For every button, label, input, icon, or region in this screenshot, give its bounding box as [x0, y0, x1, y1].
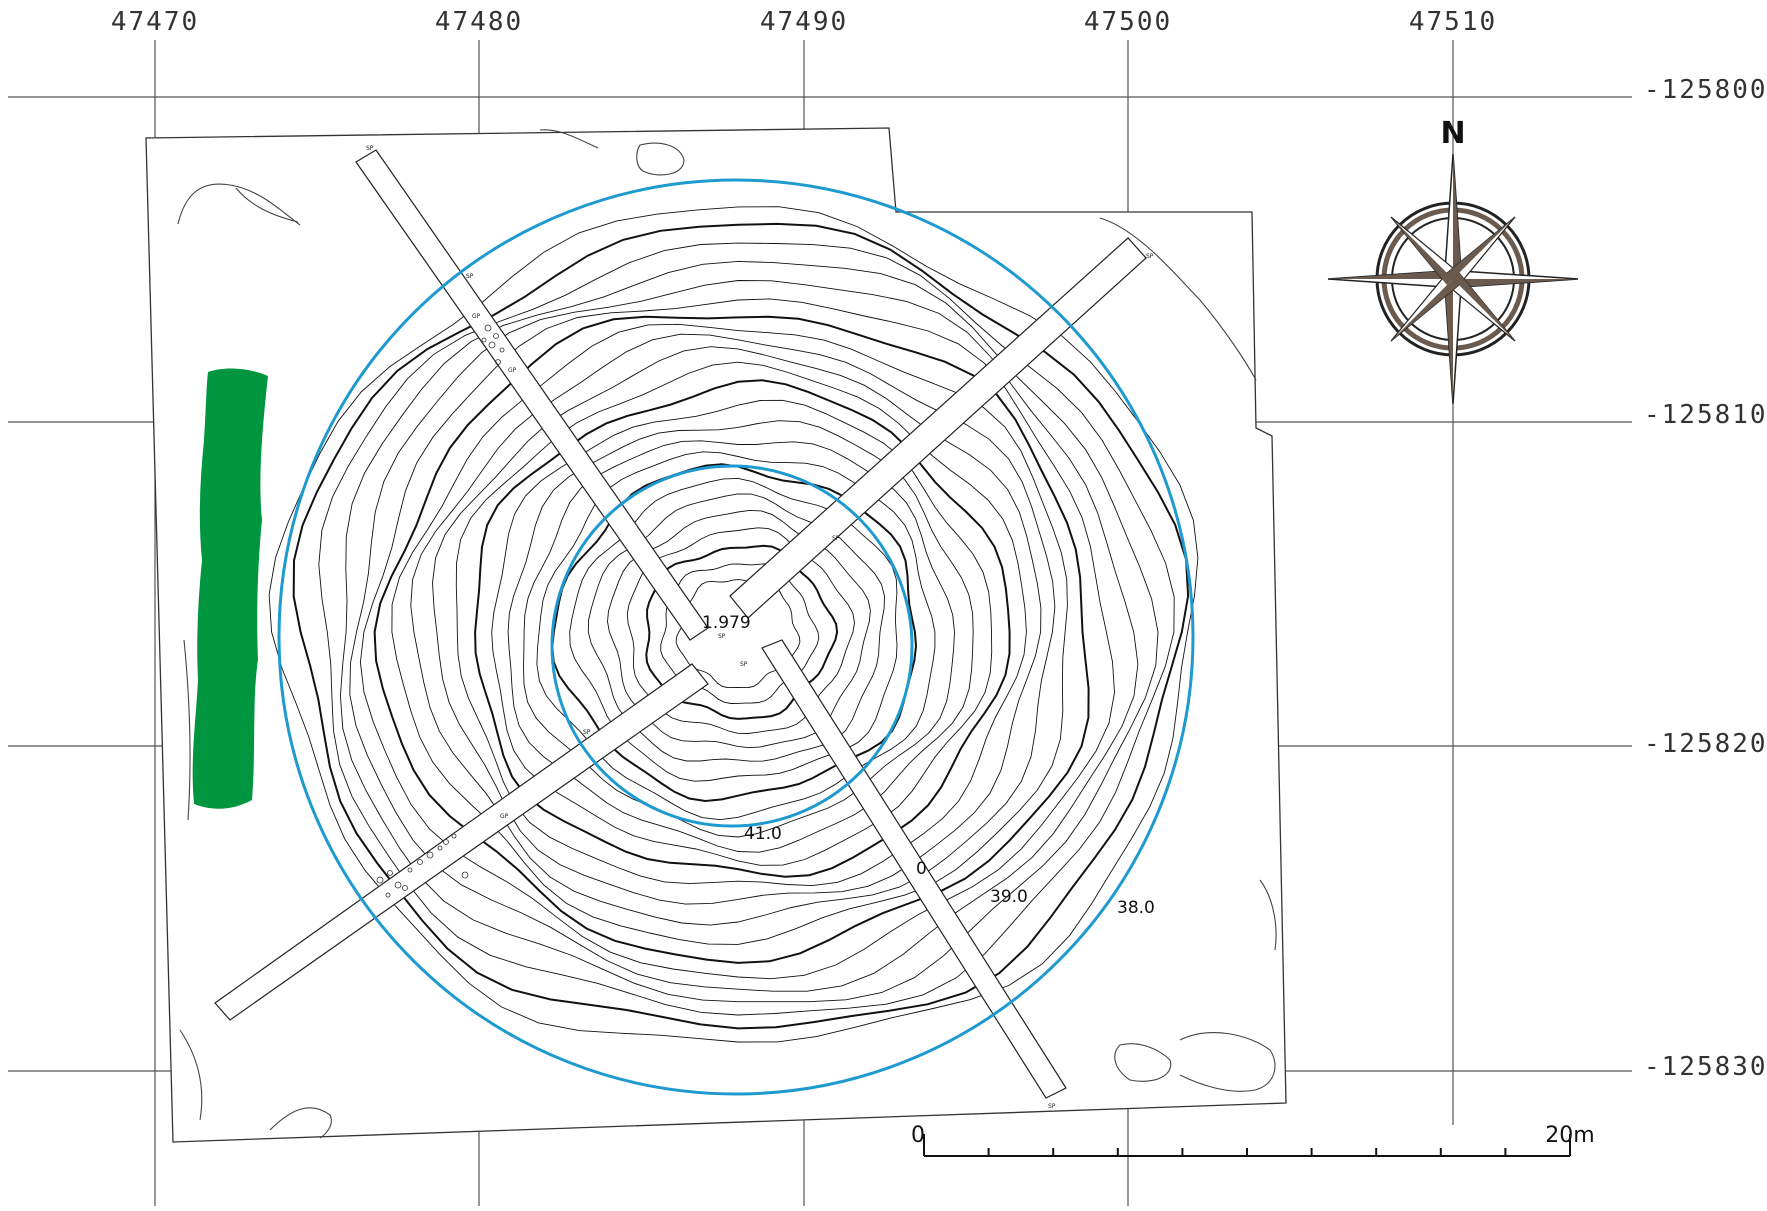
x-grid-label: 47470 — [111, 7, 199, 37]
x-grid-label: 47500 — [1084, 7, 1172, 37]
trench-southeast — [761, 639, 1067, 1099]
x-grid-label: 47480 — [435, 7, 523, 37]
y-grid-label: -125810 — [1644, 400, 1767, 430]
elevation-contours — [268, 206, 1199, 1043]
trench-marks: SP SP SP SP GP GP GP SP SP SP SP — [366, 145, 1154, 1110]
trench-mark: SP — [583, 729, 591, 736]
gravel-cluster — [376, 324, 505, 898]
trench-mark: GP — [508, 367, 517, 374]
contour-line — [268, 206, 1199, 1043]
excavation-trenches — [214, 149, 1147, 1099]
terrain-outline — [177, 129, 1277, 1139]
contour-line — [339, 260, 1159, 1003]
trench-northeast — [729, 237, 1147, 619]
contour-line — [536, 451, 936, 821]
contour-line — [410, 333, 1056, 926]
contour-line — [474, 379, 1011, 878]
contour-line — [569, 477, 898, 782]
contour-line — [432, 346, 1042, 905]
y-grid-label: -125830 — [1644, 1052, 1767, 1082]
contour-line — [587, 493, 885, 762]
contour-label: 41.0 — [744, 824, 782, 844]
outer-blue-circle — [277, 178, 1195, 1096]
contour-label: 39.0 — [990, 887, 1028, 907]
inner-blue-circle — [550, 464, 914, 828]
trench-southwest — [214, 663, 709, 1021]
y-grid-label: -125820 — [1644, 729, 1767, 759]
contour-labels: 1.979 41.0 0 39.0 38.0 — [702, 613, 1155, 918]
trench-mark: SP — [1146, 253, 1154, 260]
contour-line — [523, 440, 955, 838]
trench-mark: SP — [1048, 1103, 1056, 1110]
contour-label: 38.0 — [1117, 898, 1155, 918]
trench-mark: SP — [832, 535, 840, 542]
trench-northwest — [355, 149, 709, 641]
contour-line — [373, 315, 1090, 964]
vegetation-strip — [192, 368, 268, 809]
trench-mark: GP — [472, 313, 481, 320]
summit-elevation-label: 1.979 — [702, 613, 751, 633]
north-label: N — [1440, 116, 1465, 151]
contour-line — [455, 361, 1027, 887]
scale-bar: 0 20m — [911, 1123, 1595, 1157]
scale-start-label: 0 — [911, 1123, 925, 1148]
contour-label: 0 — [916, 859, 927, 879]
trench-mark: SP — [740, 661, 748, 668]
contour-line — [359, 298, 1115, 980]
trench-mark: GP — [500, 813, 509, 820]
trench-mark: SP — [466, 273, 474, 280]
x-grid-label: 47510 — [1409, 7, 1497, 37]
contour-line — [491, 399, 993, 866]
contour-line — [318, 242, 1175, 1016]
contour-line — [292, 222, 1190, 1030]
contour-line — [507, 420, 974, 853]
contour-line — [391, 323, 1068, 945]
trench-mark: SP — [718, 633, 726, 640]
x-grid-label: 47490 — [760, 7, 848, 37]
north-arrow: N — [1327, 116, 1579, 405]
trench-mark: SP — [366, 145, 374, 152]
contour-line — [349, 280, 1139, 992]
y-grid-label: -125800 — [1644, 75, 1767, 105]
grid-labels: 47470 47480 47490 47500 47510 -125800 -1… — [111, 7, 1767, 1082]
